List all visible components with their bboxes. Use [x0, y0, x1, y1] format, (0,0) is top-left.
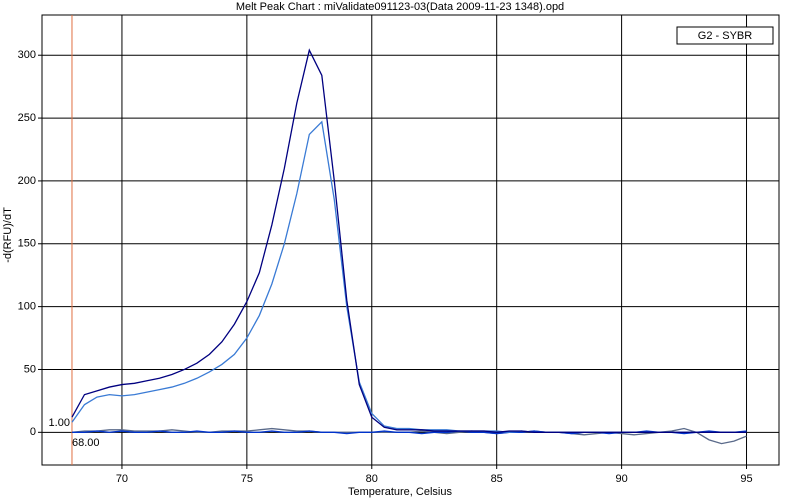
- plot-area: [41, 14, 780, 466]
- x-tick-label: 80: [366, 473, 378, 485]
- y-tick-label: 150: [18, 238, 36, 250]
- y-axis-label: -d(RFU)/dT: [2, 207, 14, 263]
- y-tick-label: 200: [18, 175, 36, 187]
- y-tick-label: 0: [30, 426, 36, 438]
- y-tick-label: 50: [24, 363, 36, 375]
- y-tick-label: 250: [18, 112, 36, 124]
- x-tick-label: 85: [491, 473, 503, 485]
- x-axis-label: Temperature, Celsius: [348, 486, 452, 498]
- chart-title: Melt Peak Chart : miValidate091123-03(Da…: [236, 1, 564, 13]
- x-tick-label: 75: [241, 473, 253, 485]
- marker-x-label: 68.00: [72, 437, 100, 449]
- x-tick-label: 95: [740, 473, 752, 485]
- y-tick-label: 100: [18, 301, 36, 313]
- x-tick-label: 90: [615, 473, 627, 485]
- x-tick-label: 70: [116, 473, 128, 485]
- marker-y-label: 1.00: [49, 417, 70, 429]
- series-line: [71, 48, 747, 433]
- y-tick-label: 300: [18, 49, 36, 61]
- legend-entry: G2 - SYBR: [698, 30, 752, 42]
- legend-box: [676, 26, 774, 45]
